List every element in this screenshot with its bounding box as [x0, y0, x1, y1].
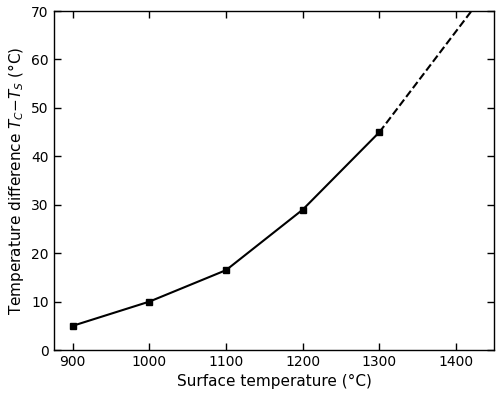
Y-axis label: Temperature difference $T_C$$-$$T_S$ (°C): Temperature difference $T_C$$-$$T_S$ (°C…: [6, 46, 25, 315]
X-axis label: Surface temperature (°C): Surface temperature (°C): [176, 374, 372, 389]
